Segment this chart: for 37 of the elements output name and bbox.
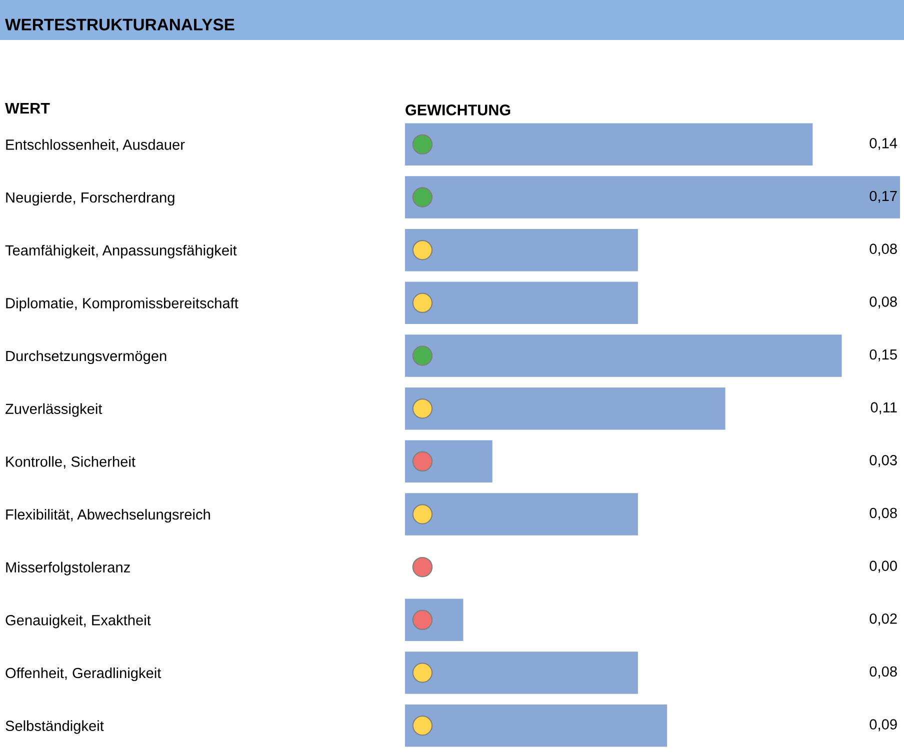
y-tick-label: Misserfolgstoleranz	[6, 562, 130, 576]
text: WERTESTRUKTURANALYSE	[5, 18, 234, 30]
bar	[405, 387, 726, 430]
data-label: 0,03	[870, 455, 897, 468]
bar	[405, 334, 842, 377]
y-tick-label: Offenheit, Geradlinigkeit	[6, 667, 162, 682]
data-label: 0,09	[870, 719, 897, 732]
y-tick-label: Genauigkeit, Exaktheit	[6, 614, 151, 628]
y-tick-label: Teamfähigkeit, Anpassungsfähigkeit	[5, 244, 237, 258]
data-label: 0,00	[870, 560, 897, 573]
y-tick-label: Flexibilität, Abwechselungsreich	[6, 508, 210, 523]
data-label: 0,08	[870, 666, 897, 678]
data-label: 0,08	[870, 296, 897, 309]
data-label: 0,15	[870, 349, 897, 362]
bar	[405, 123, 813, 166]
bar	[405, 228, 638, 272]
y-tick-label: Diplomatie, Kompromissbereitschaft	[6, 298, 238, 312]
y-tick-label: Durchsetzungsvermögen	[6, 350, 166, 364]
x-axis-title: GEWICHTUNG	[406, 104, 510, 116]
y-tick-label: Entschlossenheit, Ausdauer	[6, 139, 185, 152]
bar	[405, 704, 668, 747]
data-label: 0,17	[870, 190, 897, 203]
bar	[405, 652, 638, 694]
bar	[405, 282, 638, 324]
data-label: 0,02	[870, 614, 897, 626]
y-tick-label: Zuverlässigkeit	[5, 403, 102, 417]
y-axis-title: WERT	[5, 103, 50, 114]
data-label: 0,08	[870, 508, 897, 520]
bar	[405, 493, 638, 536]
y-tick-label: Selbständigkeit	[6, 720, 104, 734]
data-label: 0,14	[870, 138, 898, 150]
y-tick-label: Neugierde, Forscherdrang	[6, 192, 174, 206]
data-label: 0,08	[870, 244, 897, 256]
bar	[405, 440, 492, 483]
y-tick-label: Kontrolle, Sicherheit	[6, 456, 136, 469]
bar	[405, 176, 900, 218]
data-label: 0,11	[870, 402, 897, 414]
